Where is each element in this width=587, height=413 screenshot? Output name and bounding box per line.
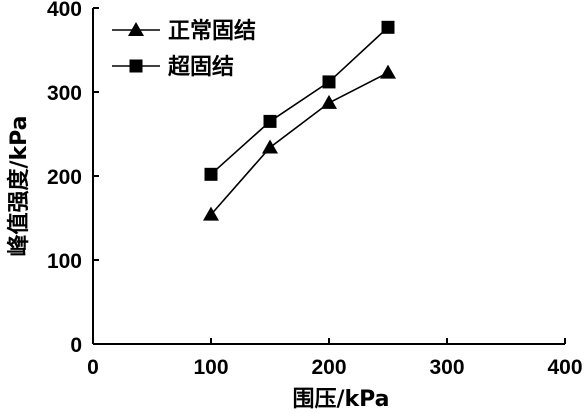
series-overconsolidated	[204, 20, 395, 181]
x-axis-title: 围压/kPa	[292, 387, 389, 412]
x-tick-label: 300	[429, 356, 464, 379]
y-tick-label: 100	[47, 250, 82, 273]
x-tick-label: 0	[87, 356, 99, 379]
data-point	[381, 20, 395, 34]
series-line	[210, 71, 389, 216]
y-tick-label: 400	[47, 0, 82, 21]
data-point	[263, 114, 277, 128]
legend-item: 正常固结	[112, 18, 256, 44]
x-tick-label: 400	[547, 356, 582, 379]
axes	[92, 8, 565, 345]
data-point	[380, 64, 396, 79]
data-point	[322, 75, 336, 89]
y-axis-title: 峰值强度/kPa	[6, 115, 32, 256]
series-normally-consolidated	[203, 64, 396, 221]
ticks: 0 100 200 300 400 0 100 200 300 400	[47, 0, 583, 379]
legend-marker	[129, 59, 143, 73]
y-tick-label: 200	[47, 166, 82, 189]
series-line	[210, 26, 389, 175]
y-tick-label: 300	[47, 82, 82, 105]
data-point	[203, 206, 219, 221]
y-tick-label: 0	[70, 334, 82, 357]
x-tick-label: 200	[311, 356, 346, 379]
legend-label: 正常固结	[168, 18, 256, 44]
data-point	[204, 167, 218, 181]
legend-label: 超固结	[168, 54, 234, 80]
x-tick-label: 100	[193, 356, 228, 379]
legend-marker	[128, 22, 144, 36]
legend-item: 超固结	[112, 54, 234, 80]
data-point	[262, 139, 278, 154]
data-point	[321, 94, 337, 109]
series-layer	[203, 20, 396, 221]
